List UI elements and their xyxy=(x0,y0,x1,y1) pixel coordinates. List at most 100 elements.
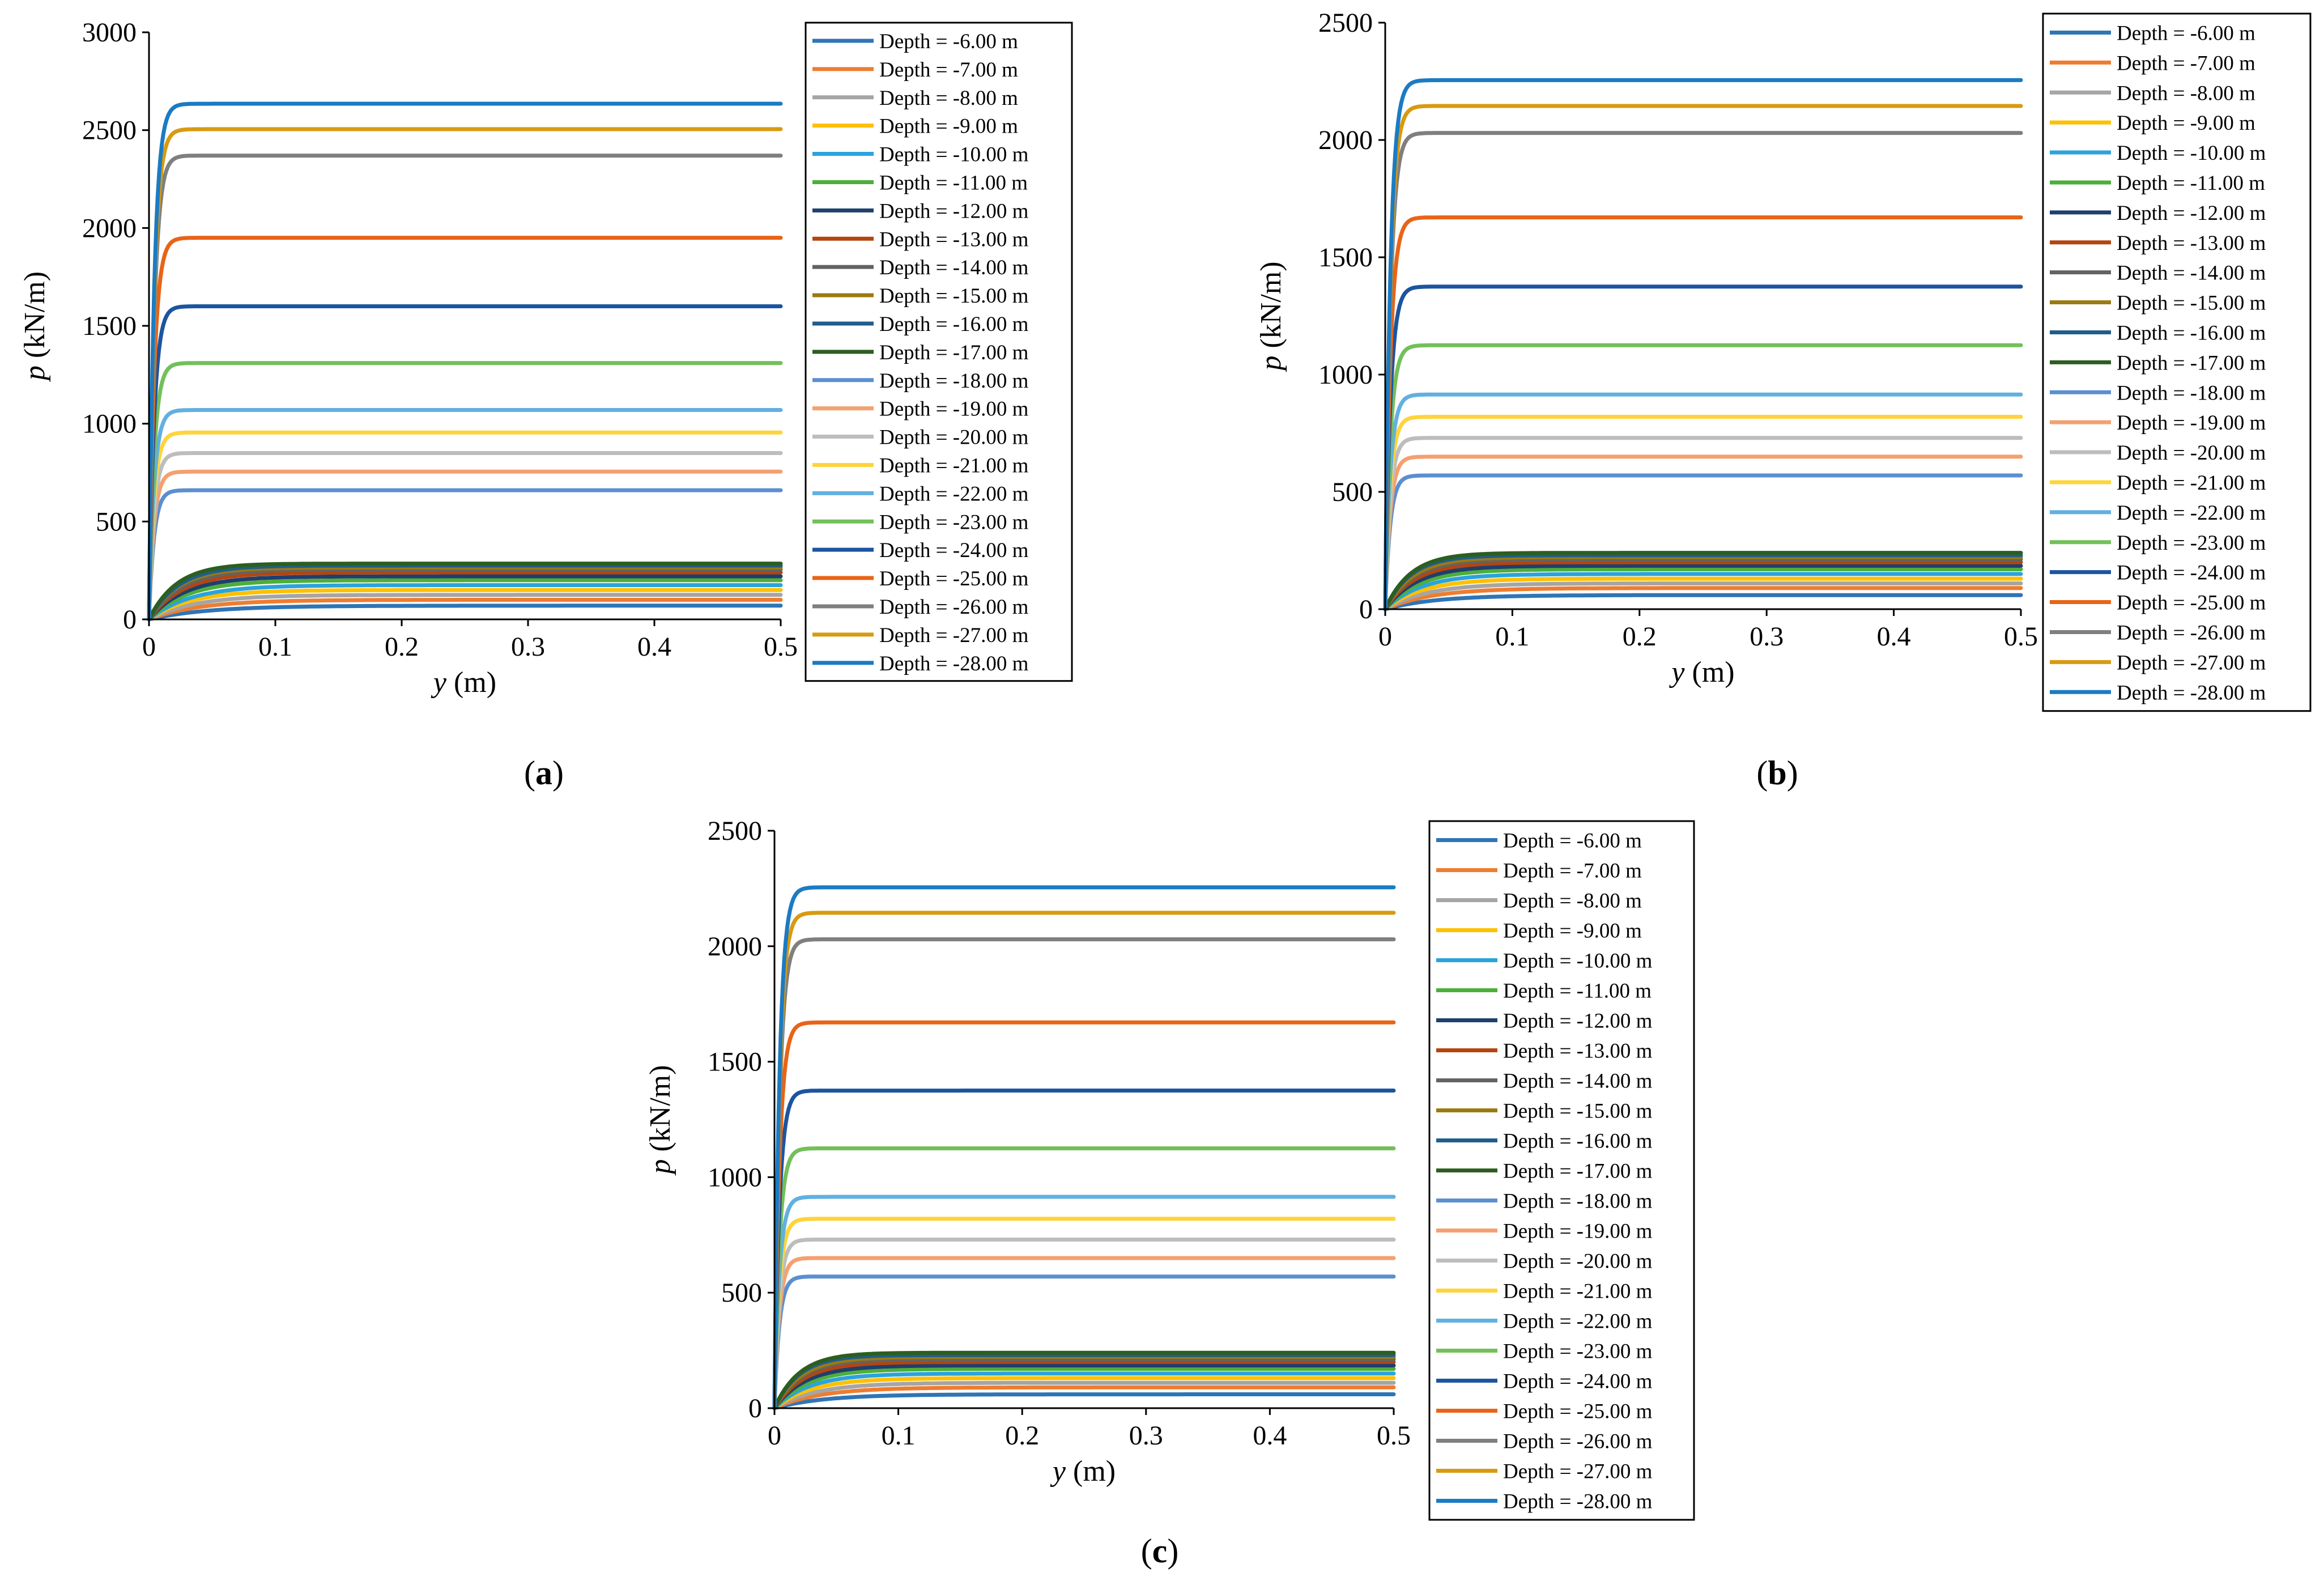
legend-label: Depth = -16.00 m xyxy=(879,313,1029,336)
legend-label: Depth = -22.00 m xyxy=(2117,502,2266,525)
legend-label: Depth = -9.00 m xyxy=(879,115,1018,138)
series-line-19 xyxy=(1383,284,2023,611)
legend: Depth = -6.00 m Depth = -7.00 m Depth = -8… xyxy=(805,22,1073,682)
x-tick-label: 0 xyxy=(1378,622,1392,652)
legend-label: Depth = -11.00 m xyxy=(1503,980,1652,1003)
series-line-13 xyxy=(772,1274,1396,1410)
series-group xyxy=(1383,78,2023,611)
legend-label: Depth = -18.00 m xyxy=(1503,1190,1653,1213)
series-line-22 xyxy=(1383,104,2023,611)
series-group xyxy=(772,885,1396,1410)
x-tick-label: 0.3 xyxy=(1129,1421,1163,1451)
series-line-18 xyxy=(147,361,783,622)
legend-label: Depth = -10.00 m xyxy=(2117,142,2266,165)
legend-label: Depth = -23.00 m xyxy=(879,511,1029,534)
legend-label: Depth = -16.00 m xyxy=(2117,321,2266,345)
series-line-16 xyxy=(147,430,783,622)
series-line-3 xyxy=(772,1380,1396,1410)
x-tick-label: 0.3 xyxy=(511,632,545,662)
x-tick-label: 0.4 xyxy=(1253,1421,1287,1451)
series-line-14 xyxy=(147,469,783,622)
legend-label: Depth = -10.00 m xyxy=(879,143,1029,167)
chart-b: 0 500 1000 1500 2000 2500 0 0.1 0.2 0.3 0.4 0.5 y (m… xyxy=(1255,8,2312,792)
x-tick-label: 0.4 xyxy=(1877,622,1911,652)
y-tick-label: 2500 xyxy=(1318,8,1373,38)
legend-label: Depth = -10.00 m xyxy=(1503,950,1653,973)
y-tick-label: 500 xyxy=(721,1278,762,1308)
legend-label: Depth = -17.00 m xyxy=(879,341,1029,364)
x-tick-label: 0.1 xyxy=(258,632,292,662)
x-tick-label: 0.5 xyxy=(2004,622,2038,652)
legend-label: Depth = -28.00 m xyxy=(879,652,1029,675)
series-line-6 xyxy=(1383,567,2023,611)
y-axis-label: p (kN/m) xyxy=(644,1065,676,1176)
y-tick-label: 1000 xyxy=(1318,360,1373,390)
series-line-2 xyxy=(772,1385,1396,1410)
legend-label: Depth = -20.00 m xyxy=(879,426,1029,449)
series-line-1 xyxy=(147,604,783,622)
y-tick-label: 2000 xyxy=(82,213,137,243)
series-line-5 xyxy=(1383,572,2023,611)
y-axis-label: p (kN/m) xyxy=(1255,261,1287,372)
series-line-15 xyxy=(1383,436,2023,611)
legend: Depth = -6.00 m Depth = -7.00 m Depth = -8… xyxy=(1428,820,1695,1521)
series-line-17 xyxy=(772,1195,1396,1410)
series-line-7 xyxy=(772,1363,1396,1410)
series-line-8 xyxy=(772,1360,1396,1410)
legend-label: Depth = -24.00 m xyxy=(879,539,1029,562)
legend-label: Depth = -20.00 m xyxy=(2117,441,2266,465)
series-line-21 xyxy=(147,154,783,622)
legend-label: Depth = -14.00 m xyxy=(1503,1070,1653,1093)
legend-label: Depth = -26.00 m xyxy=(879,596,1029,619)
series-line-5 xyxy=(147,583,783,622)
legend-label: Depth = -23.00 m xyxy=(2117,532,2266,555)
series-line-12 xyxy=(147,562,783,622)
series-line-7 xyxy=(1383,563,2023,611)
legend-label: Depth = -22.00 m xyxy=(879,482,1029,505)
series-line-12 xyxy=(1383,551,2023,611)
y-tick-label: 1000 xyxy=(82,409,137,439)
legend-label: Depth = -7.00 m xyxy=(2117,52,2255,75)
series-line-13 xyxy=(147,488,783,622)
legend-label: Depth = -8.00 m xyxy=(1503,890,1642,913)
series-line-1 xyxy=(772,1392,1396,1410)
legend-label: Depth = -26.00 m xyxy=(2117,621,2266,644)
legend-label: Depth = -17.00 m xyxy=(1503,1160,1653,1183)
series-line-22 xyxy=(772,911,1396,1410)
series-line-15 xyxy=(772,1238,1396,1410)
series-line-21 xyxy=(1383,131,2023,611)
series-line-3 xyxy=(1383,581,2023,611)
panel-caption: (b) xyxy=(1756,754,1798,792)
series-line-2 xyxy=(147,598,783,622)
legend-label: Depth = -24.00 m xyxy=(2117,562,2266,585)
series-line-17 xyxy=(1383,392,2023,611)
legend-label: Depth = -8.00 m xyxy=(2117,82,2255,105)
legend-label: Depth = -11.00 m xyxy=(879,171,1028,194)
series-line-19 xyxy=(147,304,783,622)
legend-label: Depth = -15.00 m xyxy=(1503,1100,1653,1123)
x-tick-label: 0.2 xyxy=(1623,622,1657,652)
series-line-4 xyxy=(147,588,783,622)
x-tick-label: 0.2 xyxy=(1005,1421,1039,1451)
legend-label: Depth = -12.00 m xyxy=(1503,1010,1653,1033)
legend-label: Depth = -28.00 m xyxy=(2117,681,2266,704)
series-line-4 xyxy=(772,1376,1396,1410)
series-line-20 xyxy=(1383,215,2023,611)
y-tick-label: 1500 xyxy=(1318,243,1373,273)
series-line-8 xyxy=(1383,560,2023,611)
series-line-8 xyxy=(147,570,783,622)
legend-label: Depth = -15.00 m xyxy=(2117,292,2266,315)
legend-label: Depth = -19.00 m xyxy=(879,398,1029,421)
legend-label: Depth = -8.00 m xyxy=(879,87,1018,110)
legend-label: Depth = -25.00 m xyxy=(879,567,1029,590)
legend-label: Depth = -18.00 m xyxy=(879,369,1029,393)
legend-label: Depth = -27.00 m xyxy=(1503,1460,1653,1484)
series-line-18 xyxy=(1383,343,2023,611)
series-line-3 xyxy=(147,593,783,622)
series-line-16 xyxy=(772,1217,1396,1410)
series-line-15 xyxy=(147,451,783,622)
x-tick-label: 0.4 xyxy=(637,632,671,662)
legend-label: Depth = -16.00 m xyxy=(1503,1130,1653,1153)
x-tick-label: 0.1 xyxy=(882,1421,916,1451)
legend-label: Depth = -6.00 m xyxy=(1503,830,1642,853)
